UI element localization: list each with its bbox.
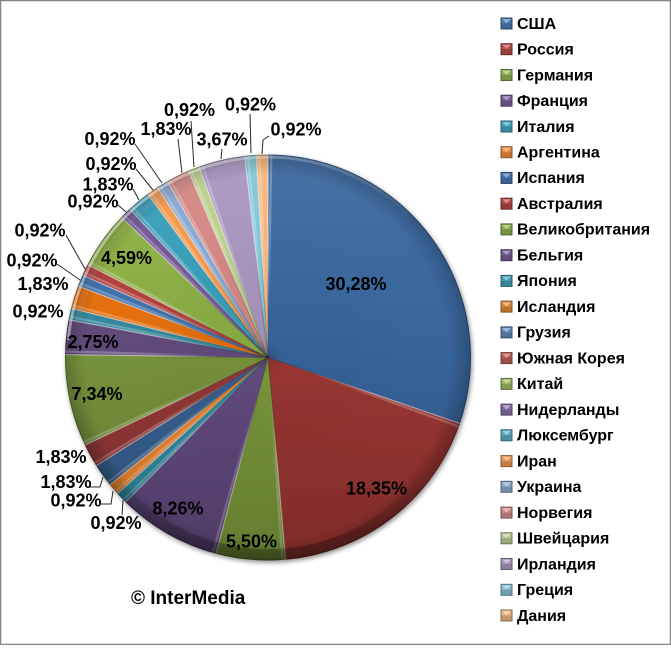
svg-text:Ирландия: Ирландия	[517, 556, 596, 573]
svg-text:1,83%: 1,83%	[35, 447, 86, 467]
svg-text:Исландия: Исландия	[517, 299, 595, 316]
svg-text:0,92%: 0,92%	[12, 302, 63, 322]
svg-text:1,83%: 1,83%	[17, 274, 68, 294]
svg-text:Бельгия: Бельгия	[517, 248, 583, 265]
svg-text:Россия: Россия	[517, 42, 574, 59]
svg-text:Люксембург: Люксембург	[517, 428, 614, 445]
svg-text:3,67%: 3,67%	[196, 130, 247, 150]
svg-text:0,92%: 0,92%	[225, 95, 276, 115]
svg-text:Австралия: Австралия	[517, 196, 603, 213]
svg-text:Великобритания: Великобритания	[517, 222, 650, 239]
svg-text:0,92%: 0,92%	[164, 100, 215, 120]
svg-text:1,83%: 1,83%	[140, 119, 191, 139]
svg-text:0,92%: 0,92%	[270, 120, 321, 140]
svg-text:0,92%: 0,92%	[84, 129, 135, 149]
svg-text:Испания: Испания	[517, 170, 585, 187]
svg-text:Украина: Украина	[517, 479, 582, 496]
svg-text:7,34%: 7,34%	[71, 384, 122, 404]
svg-text:Грузия: Грузия	[517, 325, 571, 342]
svg-text:0,92%: 0,92%	[50, 491, 101, 511]
svg-text:0,92%: 0,92%	[90, 513, 141, 533]
svg-text:Германия: Германия	[517, 67, 593, 84]
svg-text:Греция: Греция	[517, 582, 573, 599]
svg-text:Норвегия: Норвегия	[517, 505, 592, 522]
svg-text:© InterMedia: © InterMedia	[131, 588, 246, 609]
svg-text:0,92%: 0,92%	[14, 221, 65, 241]
svg-text:5,50%: 5,50%	[226, 532, 277, 552]
svg-text:2,75%: 2,75%	[67, 332, 118, 352]
svg-text:Франция: Франция	[517, 93, 588, 110]
svg-text:0,92%: 0,92%	[6, 251, 57, 271]
svg-text:Китай: Китай	[517, 376, 563, 393]
svg-text:Нидерланды: Нидерланды	[517, 402, 619, 419]
svg-text:Япония: Япония	[517, 273, 577, 290]
svg-text:Швейцария: Швейцария	[517, 531, 609, 548]
svg-text:8,26%: 8,26%	[152, 499, 203, 519]
svg-text:0,92%: 0,92%	[85, 154, 136, 174]
svg-text:Италия: Италия	[517, 119, 575, 136]
svg-text:Иран: Иран	[517, 453, 557, 470]
svg-text:30,28%: 30,28%	[325, 274, 386, 294]
svg-text:0,92%: 0,92%	[67, 192, 118, 212]
svg-text:1,83%: 1,83%	[82, 175, 133, 195]
svg-text:Аргентина: Аргентина	[517, 145, 600, 162]
svg-text:4,59%: 4,59%	[101, 248, 152, 268]
svg-text:18,35%: 18,35%	[346, 479, 407, 499]
svg-text:1,83%: 1,83%	[40, 472, 91, 492]
svg-text:Южная Корея: Южная Корея	[517, 350, 625, 367]
svg-text:Дания: Дания	[517, 608, 566, 625]
svg-text:США: США	[517, 16, 557, 33]
